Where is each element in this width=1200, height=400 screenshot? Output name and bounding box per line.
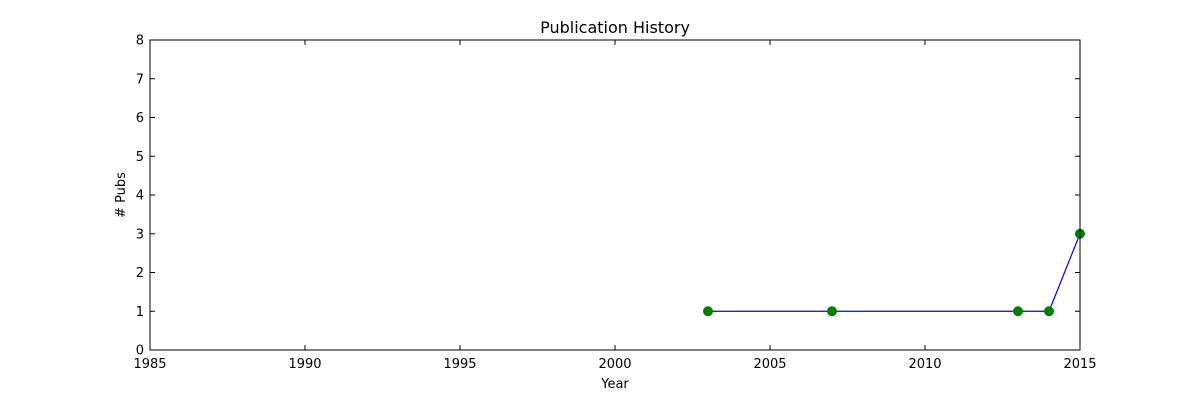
x-tick-label: 2010 — [908, 357, 941, 372]
y-tick-label: 2 — [136, 266, 144, 281]
data-point — [1013, 306, 1023, 317]
y-tick-label: 1 — [136, 305, 144, 320]
data-point — [827, 306, 837, 317]
plot-frame — [149, 39, 1081, 351]
y-axis-label: # Pubs — [114, 172, 129, 218]
y-tick-label: 5 — [136, 150, 144, 165]
data-point — [703, 306, 713, 317]
y-tick-label: 7 — [136, 72, 144, 87]
series-line — [708, 233, 1081, 312]
y-tick-label: 3 — [136, 227, 144, 242]
y-tick-label: 6 — [136, 111, 144, 126]
data-point — [1044, 306, 1054, 317]
x-tick-label: 1985 — [133, 357, 166, 372]
x-tick-label: 1990 — [288, 357, 321, 372]
y-tick-label: 4 — [136, 189, 144, 204]
x-axis-label: Year — [600, 377, 629, 392]
x-tick-label: 1995 — [443, 357, 476, 372]
chart-title: Publication History — [540, 18, 690, 37]
x-tick-label: 2005 — [753, 357, 786, 372]
x-axis-ticks: 1985 1990 1995 2000 2005 2010 2015 — [133, 40, 1097, 372]
y-tick-label: 0 — [136, 344, 144, 359]
x-tick-label: 2015 — [1063, 357, 1096, 372]
x-tick-label: 2000 — [598, 357, 631, 372]
y-tick-label: 8 — [136, 34, 144, 49]
series-layer — [703, 228, 1085, 317]
y-axis-ticks: 0 1 2 3 4 5 6 7 8 — [136, 34, 1080, 359]
